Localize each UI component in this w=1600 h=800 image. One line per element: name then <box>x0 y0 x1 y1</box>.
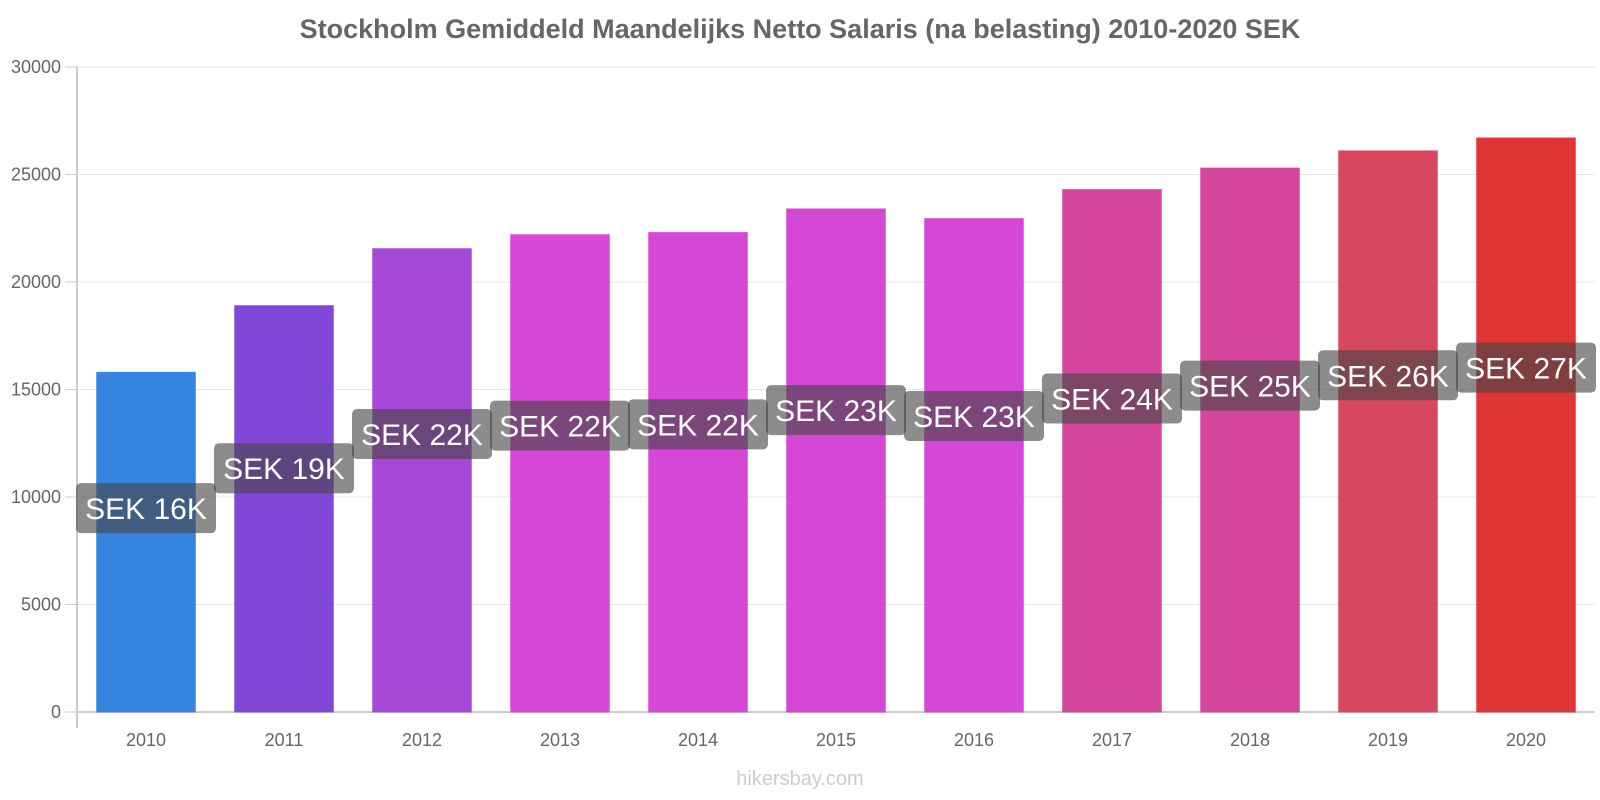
data-label: SEK 16K <box>85 493 207 526</box>
y-tick-label: 15000 <box>11 380 61 400</box>
bar <box>1476 137 1576 713</box>
data-label-box <box>1318 350 1458 401</box>
axes: 0 5000 10000 15000 20000 25000 30000 2010 2011 20… <box>11 57 1595 750</box>
data-label: SEK 23K <box>775 395 897 428</box>
bar <box>1062 189 1162 713</box>
x-tick-label: 2012 <box>402 730 442 750</box>
data-label: SEK 25K <box>1189 371 1311 404</box>
y-tick-label: 30000 <box>11 57 61 77</box>
data-label: SEK 19K <box>223 453 345 486</box>
data-label-box <box>1180 360 1320 411</box>
bar <box>234 305 334 713</box>
data-label-box <box>766 385 906 436</box>
data-label: SEK 26K <box>1327 360 1449 393</box>
bar <box>96 371 196 713</box>
data-label-box <box>628 399 768 450</box>
x-tick-label: 2018 <box>1230 730 1270 750</box>
data-label: SEK 24K <box>1051 384 1173 417</box>
data-label: SEK 22K <box>361 419 483 452</box>
bar <box>648 232 748 713</box>
x-tick-label: 2011 <box>265 730 304 750</box>
data-label-box <box>214 443 354 494</box>
watermark: hikersbay.com <box>736 768 864 790</box>
bar <box>924 218 1024 713</box>
bar <box>510 234 610 713</box>
bar <box>786 208 886 713</box>
bar <box>1200 167 1300 713</box>
data-label-box <box>904 390 1044 441</box>
bar <box>1338 150 1438 713</box>
x-tick-label: 2015 <box>816 730 856 750</box>
y-tick-label: 0 <box>51 702 61 722</box>
bars <box>96 137 1576 713</box>
x-tick-label: 2014 <box>678 730 718 750</box>
y-tick-label: 20000 <box>11 272 61 292</box>
x-tick-label: 2017 <box>1092 730 1132 750</box>
x-tick-label: 2019 <box>1368 730 1408 750</box>
x-tick-label: 2010 <box>126 730 166 750</box>
y-tick-label: 10000 <box>11 487 61 507</box>
x-tick-label: 2016 <box>954 730 994 750</box>
data-label-box <box>352 409 492 460</box>
y-tick-label: 5000 <box>21 595 61 615</box>
data-label-box <box>1042 373 1182 424</box>
chart-title: Stockholm Gemiddeld Maandelijks Netto Sa… <box>299 14 1301 44</box>
y-tick-label: 25000 <box>11 165 61 185</box>
data-label: SEK 22K <box>637 409 759 442</box>
data-label-box <box>1456 342 1596 393</box>
bar <box>372 248 472 713</box>
data-label: SEK 22K <box>499 411 621 444</box>
x-tick-label: 2020 <box>1506 730 1546 750</box>
x-tick-label: 2013 <box>540 730 580 750</box>
data-labels: SEK 16K SEK 19K SEK 22K SEK 22K SEK 22K SEK 2… <box>76 342 1596 534</box>
data-label: SEK 27K <box>1465 353 1587 386</box>
data-label-box <box>76 483 216 534</box>
data-label-box <box>490 400 630 451</box>
data-label: SEK 23K <box>913 401 1035 434</box>
